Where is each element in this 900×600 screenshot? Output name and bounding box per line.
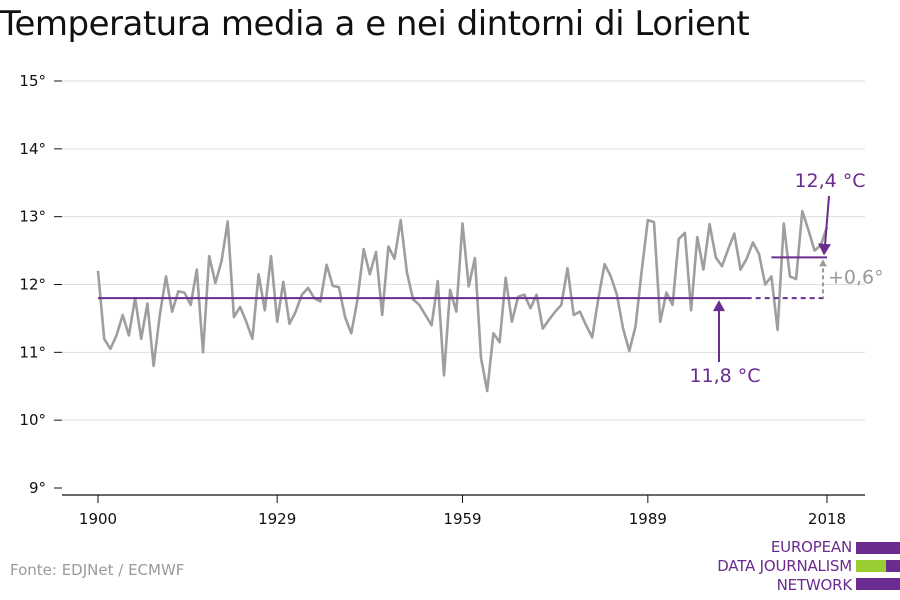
y-tick-label: 13° xyxy=(19,208,46,226)
reference-layer xyxy=(98,256,827,300)
logo-line-data-journalism: DATA JOURNALISM xyxy=(717,557,852,575)
axis-layer: 9° 10° 11° 12° 13° 14° 15° 1900 1929 1959 1989 2018 xyxy=(19,72,865,528)
baseline-mean-label: 11,8 °C xyxy=(689,365,760,387)
annotation-layer: +0,6° 12,4 °C 11,8 °C xyxy=(689,170,883,387)
logo-bar-middle xyxy=(856,560,900,572)
logo-bar-bottom xyxy=(856,578,900,590)
recent-mean-arrowhead xyxy=(818,243,831,256)
y-tick-label: 9° xyxy=(29,479,46,497)
source-note: Fonte: EDJNet / ECMWF xyxy=(10,561,185,579)
x-tick-label: 1959 xyxy=(443,510,481,528)
baseline-mean-arrowhead xyxy=(713,300,725,312)
y-tick-label: 12° xyxy=(19,276,46,294)
logo-line-european: EUROPEAN xyxy=(770,538,852,556)
recent-mean-arrow-shaft xyxy=(824,195,830,246)
temperature-series-line xyxy=(96,209,829,393)
y-tick-label: 11° xyxy=(19,343,46,361)
chart-title: Temperatura media a e nei dintorni di Lo… xyxy=(0,4,750,44)
logo-bar-top xyxy=(856,542,900,554)
x-tick-label: 1900 xyxy=(79,510,117,528)
y-tick-label: 15° xyxy=(19,72,46,90)
difference-label: +0,6° xyxy=(828,267,884,289)
x-tick-label: 1929 xyxy=(258,510,296,528)
x-tick-label: 1989 xyxy=(629,510,667,528)
line-layer xyxy=(96,209,829,393)
y-tick-label: 10° xyxy=(19,411,46,429)
logo-line-network: NETWORK xyxy=(776,576,853,594)
edjnet-logo: EUROPEAN DATA JOURNALISM NETWORK xyxy=(700,538,900,598)
y-tick-label: 14° xyxy=(19,140,46,158)
x-tick-label: 2018 xyxy=(808,510,846,528)
difference-arrowhead xyxy=(819,259,827,267)
grid-layer xyxy=(62,80,865,421)
recent-mean-label: 12,4 °C xyxy=(794,170,865,192)
